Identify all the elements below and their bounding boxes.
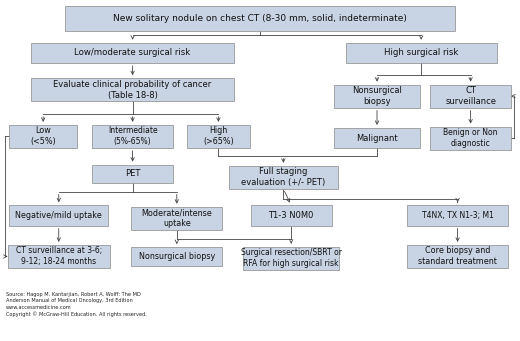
FancyBboxPatch shape	[251, 205, 332, 226]
FancyBboxPatch shape	[431, 127, 511, 150]
Text: PET: PET	[125, 169, 140, 178]
FancyBboxPatch shape	[9, 125, 77, 148]
Text: High surgical risk: High surgical risk	[384, 48, 459, 57]
Text: T1-3 N0M0: T1-3 N0M0	[268, 211, 314, 220]
FancyBboxPatch shape	[243, 247, 340, 270]
FancyBboxPatch shape	[132, 247, 223, 266]
Text: Intermediate
(5%-65%): Intermediate (5%-65%)	[108, 127, 158, 146]
Text: CT
surveillance: CT surveillance	[445, 86, 496, 106]
Text: Core biopsy and
standard treatment: Core biopsy and standard treatment	[418, 247, 497, 266]
FancyBboxPatch shape	[334, 128, 420, 148]
FancyBboxPatch shape	[407, 245, 509, 268]
Text: Nonsurgical biopsy: Nonsurgical biopsy	[139, 252, 215, 261]
Text: T4NX, TX N1-3; M1: T4NX, TX N1-3; M1	[422, 211, 493, 220]
FancyBboxPatch shape	[187, 125, 250, 148]
FancyBboxPatch shape	[31, 43, 234, 63]
Text: Source: Hagop M. Kantarjian, Robert A. Wolff: The MD
Anderson Manual of Medical : Source: Hagop M. Kantarjian, Robert A. W…	[6, 292, 147, 317]
FancyBboxPatch shape	[132, 207, 223, 230]
Text: Moderate/intense
uptake: Moderate/intense uptake	[141, 208, 212, 228]
FancyBboxPatch shape	[334, 85, 420, 108]
FancyBboxPatch shape	[31, 78, 234, 101]
FancyBboxPatch shape	[93, 125, 173, 148]
Text: Evaluate clinical probability of cancer
(Table 18-8): Evaluate clinical probability of cancer …	[54, 80, 212, 100]
Text: Negative/mild uptake: Negative/mild uptake	[16, 211, 102, 220]
Text: Full staging
evaluation (+/- PET): Full staging evaluation (+/- PET)	[241, 167, 326, 187]
Text: Low/moderate surgical risk: Low/moderate surgical risk	[74, 48, 191, 57]
FancyBboxPatch shape	[93, 165, 173, 183]
Text: High
(>65%): High (>65%)	[203, 127, 234, 146]
Text: Benign or Non
diagnostic: Benign or Non diagnostic	[444, 128, 498, 148]
FancyBboxPatch shape	[346, 43, 497, 63]
Text: New solitary nodule on chest CT (8-30 mm, solid, indeterminate): New solitary nodule on chest CT (8-30 mm…	[113, 14, 407, 23]
FancyBboxPatch shape	[9, 205, 108, 226]
Text: Low
(<5%): Low (<5%)	[30, 127, 56, 146]
FancyBboxPatch shape	[407, 205, 509, 226]
Text: CT surveillance at 3-6;
9-12; 18-24 months: CT surveillance at 3-6; 9-12; 18-24 mont…	[16, 247, 102, 266]
Text: Malignant: Malignant	[356, 134, 398, 143]
FancyBboxPatch shape	[65, 6, 455, 31]
FancyBboxPatch shape	[431, 85, 511, 108]
Text: Nonsurgical
biopsy: Nonsurgical biopsy	[352, 86, 402, 106]
FancyBboxPatch shape	[8, 245, 110, 268]
FancyBboxPatch shape	[229, 166, 338, 189]
Text: Surgical resection/SBRT or
RFA for high surgical risk: Surgical resection/SBRT or RFA for high …	[241, 248, 342, 268]
